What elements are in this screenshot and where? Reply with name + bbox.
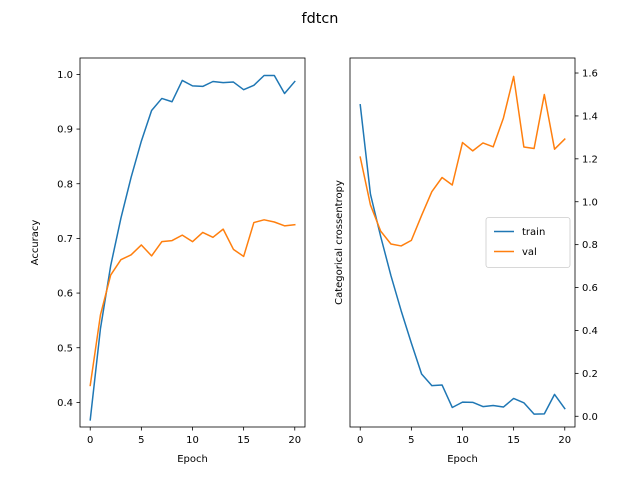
y-tick-label: 1.0 [582, 197, 598, 208]
y-tick-label: 0.6 [57, 289, 73, 300]
legend-box [485, 217, 571, 268]
y-tick-label: 0.8 [57, 179, 73, 190]
y-tick-label: 1.6 [582, 69, 598, 80]
series-line-series-2 [89, 219, 296, 387]
plot-frame [79, 57, 306, 428]
y-tick-label: 0.8 [582, 240, 598, 251]
series-line-series-1 [89, 74, 296, 421]
x-axis-label: Epoch [177, 454, 208, 465]
crossentropy-plot: 0 5 10 15 20 0.0 0.2 0.4 0.6 0.8 1.0 1.2 1.4 1.6 Epoch… [334, 57, 598, 465]
y-tick-label: 1.4 [582, 112, 598, 123]
x-tick-label: 10 [456, 435, 469, 446]
y-tick-label: 0.2 [582, 369, 598, 380]
legend-label-train: train [522, 227, 545, 238]
series-line-train [359, 103, 566, 415]
x-tick-label: 0 [87, 435, 93, 446]
y-tick-label: 1.0 [57, 70, 73, 81]
x-tick-label: 5 [408, 435, 414, 446]
y-tick-label: 0.5 [57, 343, 73, 354]
x-tick-label: 10 [186, 435, 199, 446]
x-tick-label: 15 [237, 435, 250, 446]
x-tick-label: 20 [558, 435, 571, 446]
y-tick-label: 0.6 [582, 283, 598, 294]
legend-label-val: val [522, 247, 537, 258]
accuracy-plot: 0 5 10 15 20 0.4 0.5 0.6 0.7 0.8 0.9 1.0 Epoch Accura… [30, 57, 306, 465]
x-tick-label: 5 [138, 435, 144, 446]
series-line-val [359, 75, 566, 247]
y-tick-label: 0.4 [582, 326, 598, 337]
y-tick-label: 0.0 [582, 412, 598, 423]
x-axis-label: Epoch [447, 454, 478, 465]
figure-title: fdtcn [302, 11, 339, 27]
x-tick-label: 20 [288, 435, 301, 446]
y-tick-label: 0.7 [57, 234, 73, 245]
y-tick-label: 1.2 [582, 154, 598, 165]
y-tick-label: 0.9 [57, 125, 73, 136]
y-axis-label: Accuracy [30, 220, 41, 266]
legend: train val [485, 217, 571, 268]
x-tick-label: 15 [507, 435, 520, 446]
y-axis-label: Categorical crossentropy [334, 180, 345, 305]
y-tick-label: 0.4 [57, 398, 73, 409]
x-tick-label: 0 [357, 435, 363, 446]
